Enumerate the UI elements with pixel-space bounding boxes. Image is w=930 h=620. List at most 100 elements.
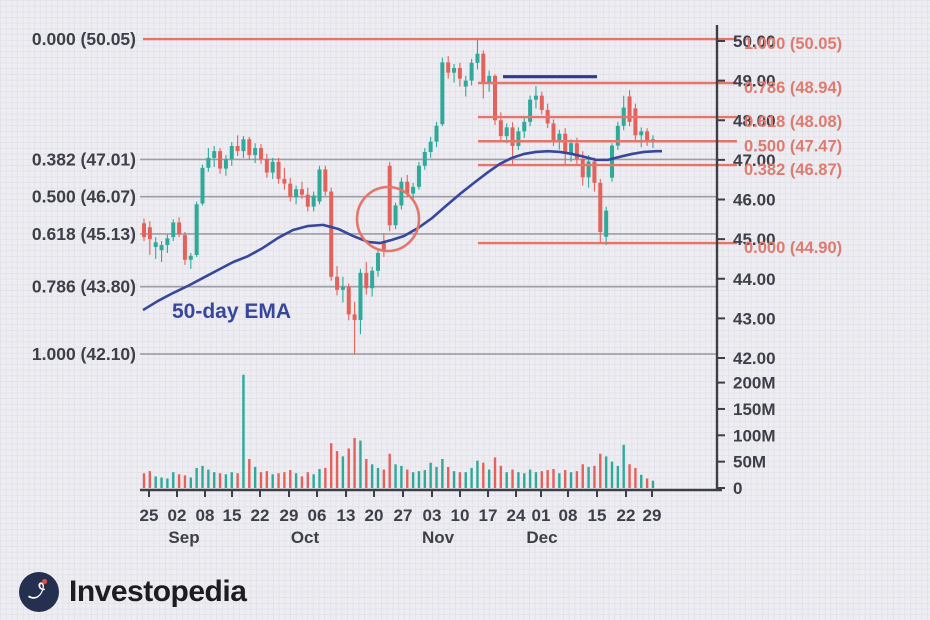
svg-text:50M: 50M [733, 453, 766, 472]
candle-body [481, 53, 486, 83]
candle-body [604, 210, 609, 237]
candle-body [364, 272, 369, 289]
investopedia-logo[interactable]: Investopedia [18, 570, 247, 614]
candle-body [557, 133, 562, 142]
svg-text:15: 15 [223, 506, 242, 525]
candle-body [188, 255, 193, 260]
svg-text:42.00: 42.00 [733, 349, 776, 368]
candle-body [147, 227, 152, 240]
candle-body [551, 123, 556, 142]
candle-body [498, 120, 503, 137]
svg-text:0.000 (50.05): 0.000 (50.05) [32, 29, 136, 49]
circle-annotation [355, 185, 421, 253]
svg-text:29: 29 [643, 506, 662, 525]
candle-body [282, 178, 287, 184]
candle-body [452, 67, 457, 73]
svg-text:43.00: 43.00 [733, 309, 776, 328]
svg-text:0.382 (46.87): 0.382 (46.87) [744, 161, 842, 179]
svg-text:Oct: Oct [291, 528, 320, 547]
fib-red-lines [143, 37, 737, 245]
svg-text:200M: 200M [733, 374, 776, 393]
candle-body [370, 270, 375, 289]
svg-text:25: 25 [140, 506, 159, 525]
svg-text:46.00: 46.00 [733, 191, 776, 210]
candle-body [299, 189, 304, 195]
candle-body [539, 95, 544, 110]
ema-label: 50-day EMA [172, 300, 291, 323]
ema-line [142, 149, 662, 312]
svg-text:1.000 (50.05): 1.000 (50.05) [744, 35, 842, 53]
candle-body [586, 161, 591, 178]
candle-body [212, 151, 217, 158]
fib-right-labels: 1.000 (50.05) 0.786 (48.94) 0.618 (48.08) 0… [744, 35, 842, 257]
svg-text:13: 13 [337, 506, 356, 525]
candle-body [580, 159, 585, 178]
candle-body [270, 161, 275, 173]
candle-body [428, 141, 433, 152]
volume-bars [142, 374, 655, 488]
candle-body [177, 222, 182, 235]
candle-body [422, 151, 427, 166]
candle-body [317, 169, 322, 202]
svg-text:24: 24 [507, 506, 526, 525]
candle-body [399, 181, 404, 206]
svg-text:22: 22 [251, 506, 270, 525]
svg-text:08: 08 [559, 506, 578, 525]
candle-body [434, 125, 439, 142]
candle-body [352, 314, 357, 320]
svg-text:0.500 (47.47): 0.500 (47.47) [744, 137, 842, 155]
candle-body [463, 80, 468, 87]
svg-text:50.00: 50.00 [733, 32, 776, 51]
x-axis-labels: 25 02 08 15 22 29 06 13 20 27 03 10 17 24 01 08 15 22 29 Se… [140, 490, 662, 547]
svg-text:150M: 150M [733, 400, 776, 419]
svg-text:Sep: Sep [168, 528, 199, 547]
svg-text:0.618 (45.13): 0.618 (45.13) [32, 224, 136, 244]
candle-body [446, 62, 451, 73]
svg-text:0.786 (48.94): 0.786 (48.94) [744, 79, 842, 97]
svg-text:22: 22 [617, 506, 636, 525]
svg-text:0.618 (48.08): 0.618 (48.08) [744, 113, 842, 131]
candle-body [206, 157, 211, 168]
candle-body [294, 189, 299, 198]
candle-body [504, 127, 509, 137]
candle-body [563, 133, 568, 154]
candle-body [229, 146, 234, 160]
candle-body [510, 127, 515, 147]
candle-body [241, 139, 246, 152]
price-axis-labels: 50.00 49.00 48.00 47.00 46.00 45.00 44.00 43.00… [717, 32, 776, 368]
candle-body [288, 183, 293, 198]
candle-body [340, 286, 345, 290]
svg-text:0: 0 [733, 479, 742, 498]
svg-text:Dec: Dec [526, 528, 557, 547]
svg-text:48.00: 48.00 [733, 111, 776, 130]
candle-body [469, 62, 474, 81]
svg-text:50-day EMA: 50-day EMA [172, 300, 291, 323]
investopedia-i-icon [19, 572, 59, 612]
volume-axis-labels: 200M 150M 100M 50M 0 [717, 374, 776, 498]
candle-body [528, 99, 533, 122]
candle-body [416, 165, 421, 187]
candle-body [592, 161, 597, 183]
logo-brand-text: Investopedia [69, 575, 247, 608]
candle-body [633, 108, 638, 136]
svg-text:49.00: 49.00 [733, 72, 776, 91]
highlight-circle [355, 185, 421, 253]
svg-text:06: 06 [308, 506, 327, 525]
candle-body [335, 276, 340, 290]
candle-body [522, 121, 527, 132]
candle-body [311, 195, 316, 207]
candle-body [457, 67, 462, 79]
candle-body [171, 222, 176, 238]
svg-text:27: 27 [394, 506, 413, 525]
candle-body [487, 75, 492, 83]
candle-body [165, 238, 170, 246]
candle-body [235, 146, 240, 152]
candle-body [569, 143, 574, 154]
svg-text:08: 08 [196, 506, 215, 525]
candle-body [223, 159, 228, 169]
svg-text:0.786 (43.80): 0.786 (43.80) [32, 277, 136, 297]
svg-text:44.00: 44.00 [733, 270, 776, 289]
candle-body [393, 205, 398, 226]
svg-text:10: 10 [451, 506, 470, 525]
